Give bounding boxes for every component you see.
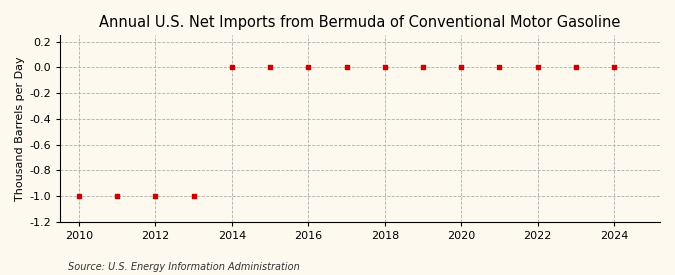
Point — [456, 65, 466, 70]
Point — [418, 65, 429, 70]
Title: Annual U.S. Net Imports from Bermuda of Conventional Motor Gasoline: Annual U.S. Net Imports from Bermuda of … — [99, 15, 620, 30]
Point — [303, 65, 314, 70]
Point — [533, 65, 543, 70]
Point — [265, 65, 275, 70]
Text: Source: U.S. Energy Information Administration: Source: U.S. Energy Information Administ… — [68, 262, 299, 272]
Point — [112, 194, 123, 198]
Point — [74, 194, 84, 198]
Point — [150, 194, 161, 198]
Y-axis label: Thousand Barrels per Day: Thousand Barrels per Day — [15, 56, 25, 201]
Point — [494, 65, 505, 70]
Point — [341, 65, 352, 70]
Point — [227, 65, 238, 70]
Point — [379, 65, 390, 70]
Point — [609, 65, 620, 70]
Point — [570, 65, 581, 70]
Point — [188, 194, 199, 198]
